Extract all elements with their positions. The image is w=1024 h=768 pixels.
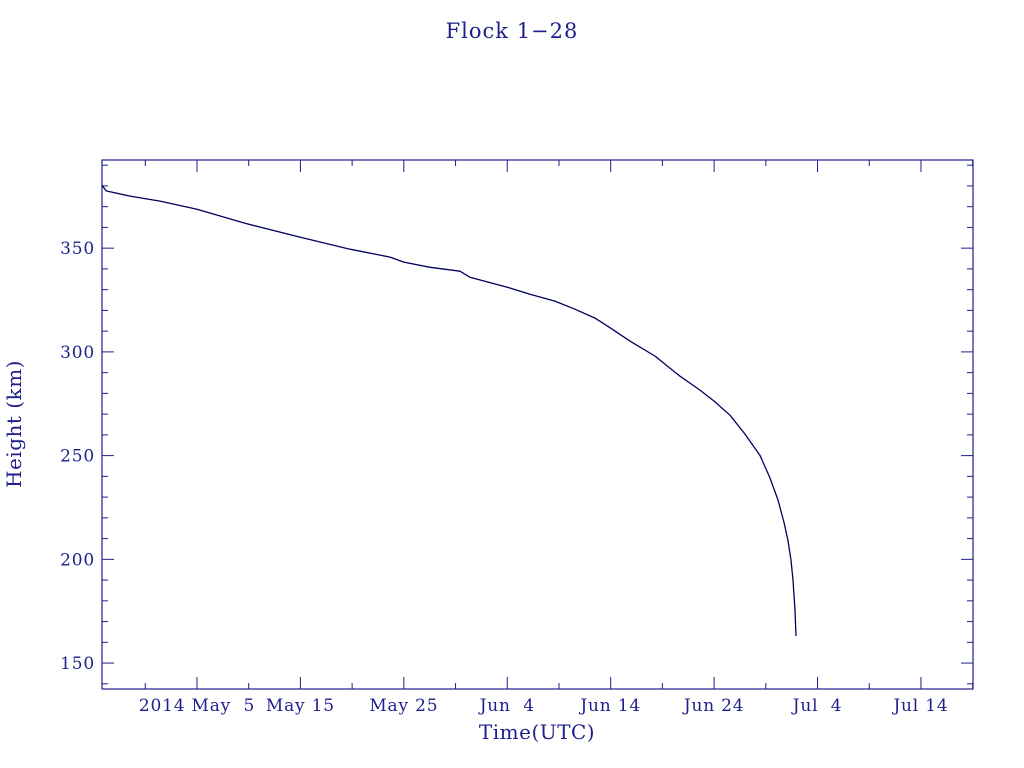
- x-tick-label: Jun 14: [578, 696, 641, 716]
- y-tick-label: 200: [60, 550, 95, 570]
- y-tick-label: 350: [60, 239, 95, 259]
- x-tick-label: Jul 4: [791, 696, 843, 716]
- x-axis-label: Time(UTC): [479, 720, 595, 744]
- x-tick-label: May 25: [369, 696, 438, 716]
- y-tick-label: 150: [60, 654, 95, 674]
- x-tick-label: 2014 May 5: [139, 696, 255, 716]
- x-tick-label: Jul 14: [891, 696, 948, 716]
- y-tick-label: 250: [60, 447, 95, 467]
- x-tick-label: May 15: [266, 696, 335, 716]
- series-group: [101, 184, 797, 637]
- axes: 2014 May 5 May 15 May 25 Jun 4 Jun 14 Jun 24 J…: [60, 159, 974, 716]
- y-axis-label: Height (km): [2, 360, 26, 488]
- series-line: [101, 184, 797, 637]
- chart-title: Flock 1−28: [446, 19, 579, 43]
- x-tick-label: Jun 24: [682, 696, 745, 716]
- x-tick-label: Jun 4: [478, 696, 535, 716]
- plot-frame: [101, 159, 974, 690]
- y-tick-label: 300: [60, 343, 95, 363]
